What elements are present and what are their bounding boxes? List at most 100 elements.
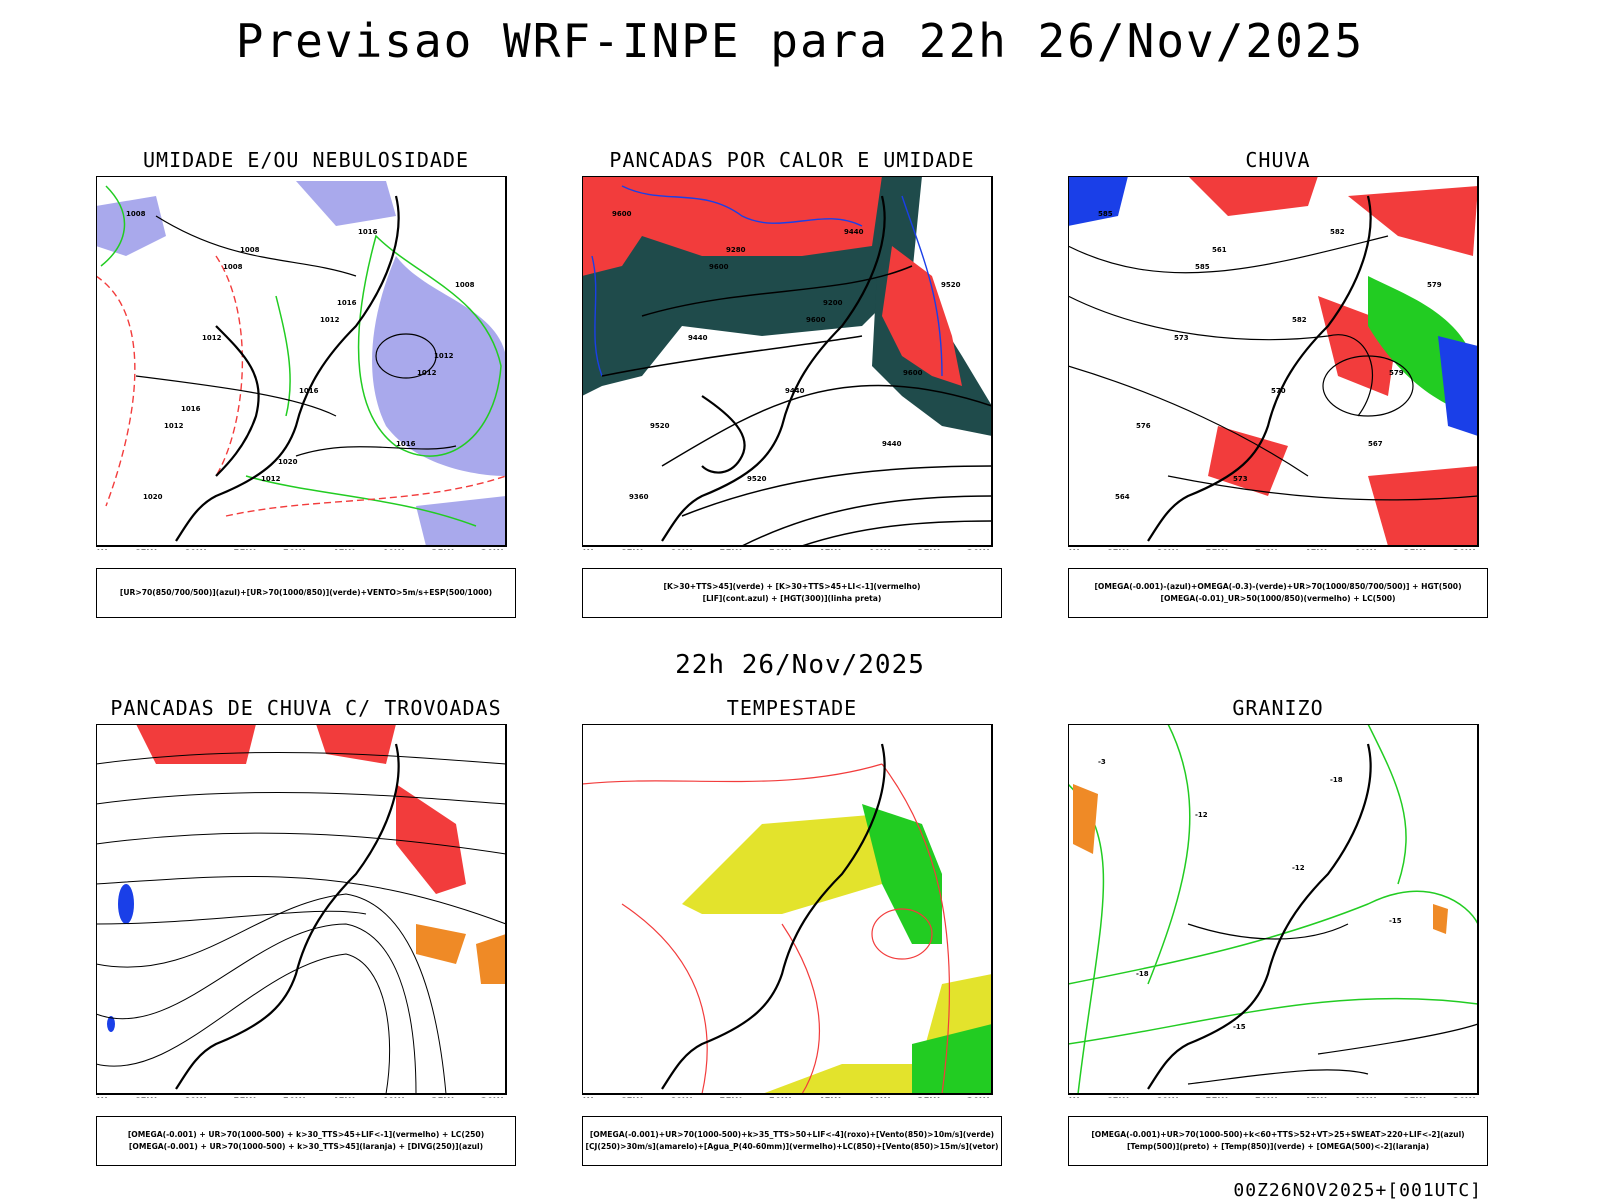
- lon-tick-label: 60W: [184, 1097, 207, 1098]
- red-thunder-areas: [136, 724, 466, 894]
- contour-label: 1016: [337, 299, 357, 307]
- lon-tick-label: 70W: [96, 1097, 107, 1098]
- hgt500-contours: [1068, 235, 1479, 501]
- lon-tick-label: 60W: [1156, 549, 1179, 550]
- legend-line: [OMEGA(-0.01)_UR>50(1000/850)(vermelho) …: [1160, 594, 1396, 603]
- panel-trovoadas: PANCADAS DE CHUVA C/ TROVOADAS: [96, 696, 516, 1166]
- panel-chuva: CHUVA 12S15S18S21S24S27S30S33S36S39S42S: [1068, 148, 1488, 618]
- coastline: [175, 743, 400, 1090]
- lon-tick-label: 70W: [1068, 1097, 1079, 1098]
- lon-tick-label: 55W: [233, 549, 256, 550]
- panel-title: GRANIZO: [1232, 696, 1324, 720]
- lon-axis: 70W 65W 60W 55W 50W 45W 40W 35W 30W: [96, 1097, 503, 1098]
- lon-tick-label: 30W: [481, 1097, 504, 1098]
- legend-line: [K>30+TTS>45](verde) + [K>30+TTS>45+LI<-…: [663, 582, 921, 591]
- lon-tick-label: 50W: [769, 549, 792, 550]
- lon-tick-label: 55W: [719, 549, 742, 550]
- lon-tick-label: 65W: [1106, 549, 1129, 550]
- contour-label: 576: [1136, 422, 1151, 430]
- map-frame: [582, 724, 993, 1095]
- contour-label: 9600: [903, 369, 923, 377]
- lon-tick-label: 70W: [582, 549, 593, 550]
- lon-tick-label: 45W: [818, 1097, 841, 1098]
- lon-tick-label: 70W: [1068, 549, 1079, 550]
- map-frame: [1068, 724, 1479, 1095]
- lon-tick-label: 55W: [1205, 549, 1228, 550]
- contour-label: 9600: [806, 316, 826, 324]
- lon-tick-label: 55W: [1205, 1097, 1228, 1098]
- panel-tempestade: TEMPESTADE 12S15S18S21S24S27S30S33S36S39…: [582, 696, 1002, 1166]
- coastline: [175, 195, 400, 542]
- contour-label: 582: [1292, 316, 1307, 324]
- legend-line: [OMEGA(-0.001) + UR>70(1000-500) + k>30_…: [127, 1130, 485, 1139]
- contour-label: 9360: [629, 493, 649, 501]
- orange-thunder-areas: [416, 924, 506, 984]
- legend-line: [UR>70(850/700/500)](azul)+[UR>70(1000/8…: [119, 588, 493, 597]
- red-instability-area: [582, 176, 962, 386]
- contour-labels: -3 -12 -12 -15 -18 -15 -18: [1098, 758, 1402, 1031]
- contour-label: 9200: [823, 299, 843, 307]
- green-humidity-contours: [100, 185, 502, 527]
- lon-tick-label: 60W: [184, 549, 207, 550]
- lon-tick-label: 65W: [620, 1097, 643, 1098]
- contour-label: 567: [1368, 440, 1383, 448]
- blue-lif-contours: [591, 185, 943, 377]
- legend-line: [LIF](cont.azul) + [HGT(300)](linha pret…: [702, 594, 882, 603]
- map-frame: [1068, 176, 1479, 547]
- lon-axis: 70W 65W 60W 55W 50W 45W 40W 35W 30W: [1068, 1097, 1475, 1098]
- panel-pancadas-calor: PANCADAS POR CALOR E UMIDADE 12S1: [582, 148, 1002, 618]
- lon-tick-label: 35W: [431, 549, 454, 550]
- panel-title: CHUVA: [1245, 148, 1311, 172]
- lon-tick-label: 35W: [917, 1097, 940, 1098]
- legend-caption: [OMEGA(-0.001)+UR>70(1000-500)+k>35_TTS>…: [582, 1116, 1002, 1166]
- contour-label: -12: [1292, 864, 1305, 872]
- panel-umidade: UMIDADE E/OU NEBULOSIDADE: [96, 148, 516, 618]
- contour-label: 1008: [455, 281, 475, 289]
- legend-caption: [OMEGA(-0.001) + UR>70(1000-500) + k>30_…: [96, 1116, 516, 1166]
- contour-label: 9280: [726, 246, 746, 254]
- lon-tick-label: 70W: [96, 549, 107, 550]
- legend-caption: [K>30+TTS>45](verde) + [K>30+TTS>45+LI<-…: [582, 568, 1002, 618]
- panel-title: TEMPESTADE: [726, 696, 858, 720]
- contour-label: 9600: [612, 210, 632, 218]
- contour-label: 585: [1195, 263, 1210, 271]
- lon-tick-label: 40W: [868, 1097, 891, 1098]
- contour-label: 1012: [202, 334, 222, 342]
- panel-title: PANCADAS DE CHUVA C/ TROVOADAS: [110, 696, 502, 720]
- contour-label: 1016: [181, 405, 201, 413]
- lon-tick-label: 35W: [1403, 1097, 1426, 1098]
- lon-tick-label: 50W: [1255, 549, 1278, 550]
- map-frame: [582, 176, 993, 547]
- lon-tick-label: 40W: [868, 549, 891, 550]
- legend-line: [OMEGA(-0.001)-(azul)+OMEGA(-0.3)-(verde…: [1094, 582, 1462, 591]
- contour-label: 1016: [358, 228, 378, 236]
- contour-label: 9600: [709, 263, 729, 271]
- panel-title: UMIDADE E/OU NEBULOSIDADE: [142, 148, 470, 172]
- legend-line: [CJ(250)>30m/s](amarelo)+[Agua_P(40-60mm…: [585, 1142, 999, 1151]
- contour-label: 9520: [747, 475, 767, 483]
- contour-labels: 1008 1008 1012 1012 1012 1012 1016 1008 1012 1016…: [126, 210, 475, 501]
- map-tempestade: 12S15S18S21S24S27S30S33S36S39S42S 70W65W…: [582, 724, 993, 1098]
- coastline: [1147, 743, 1372, 1090]
- lon-tick-label: 55W: [233, 1097, 256, 1098]
- contour-label: 585: [1098, 210, 1113, 218]
- lon-tick-label: 40W: [1354, 549, 1377, 550]
- lon-tick-label: 40W: [382, 549, 405, 550]
- lon-tick-label: 30W: [1453, 1097, 1476, 1098]
- map-chuva: 12S15S18S21S24S27S30S33S36S39S42S 70W65W…: [1068, 176, 1479, 550]
- lon-tick-label: 60W: [670, 549, 693, 550]
- contour-label: 573: [1174, 334, 1189, 342]
- contour-label: 1012: [164, 422, 184, 430]
- lon-tick-label: 40W: [1354, 1097, 1377, 1098]
- blue-divergence-areas: [107, 884, 134, 1032]
- contour-label: 1008: [223, 263, 243, 271]
- contour-label: -15: [1389, 917, 1402, 925]
- second-row-title: 22h 26/Nov/2025: [675, 650, 925, 680]
- lon-tick-label: 50W: [1255, 1097, 1278, 1098]
- green-wind-areas: [862, 804, 992, 1094]
- contour-label: 1012: [434, 352, 454, 360]
- red-water-contours: [582, 763, 951, 1095]
- lon-tick-label: 35W: [1403, 549, 1426, 550]
- contour-labels: 9600 9600 9600 9600 9520 9520 9440 9520 9440 9440…: [612, 210, 961, 501]
- contour-label: -12: [1195, 811, 1208, 819]
